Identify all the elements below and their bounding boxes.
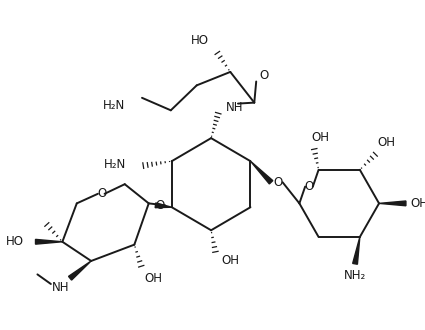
- Text: H₂N: H₂N: [102, 99, 125, 112]
- Text: OH: OH: [312, 131, 329, 144]
- Text: O: O: [259, 69, 269, 82]
- Text: H₂N: H₂N: [103, 158, 126, 172]
- Polygon shape: [353, 237, 360, 264]
- Text: O: O: [156, 199, 165, 212]
- Text: OH: OH: [378, 136, 396, 149]
- Text: O: O: [273, 176, 283, 189]
- Text: OH: OH: [221, 254, 239, 267]
- Polygon shape: [68, 261, 91, 280]
- Text: NH: NH: [225, 101, 243, 114]
- Polygon shape: [155, 203, 172, 208]
- Text: O: O: [97, 187, 106, 200]
- Text: O: O: [304, 180, 314, 193]
- Text: HO: HO: [6, 235, 24, 248]
- Polygon shape: [379, 201, 406, 206]
- Text: OH: OH: [144, 272, 162, 285]
- Text: NH₂: NH₂: [344, 269, 366, 282]
- Text: OH: OH: [410, 197, 425, 210]
- Polygon shape: [36, 239, 62, 244]
- Text: NH: NH: [52, 281, 69, 294]
- Polygon shape: [250, 161, 273, 184]
- Text: HO: HO: [191, 34, 209, 47]
